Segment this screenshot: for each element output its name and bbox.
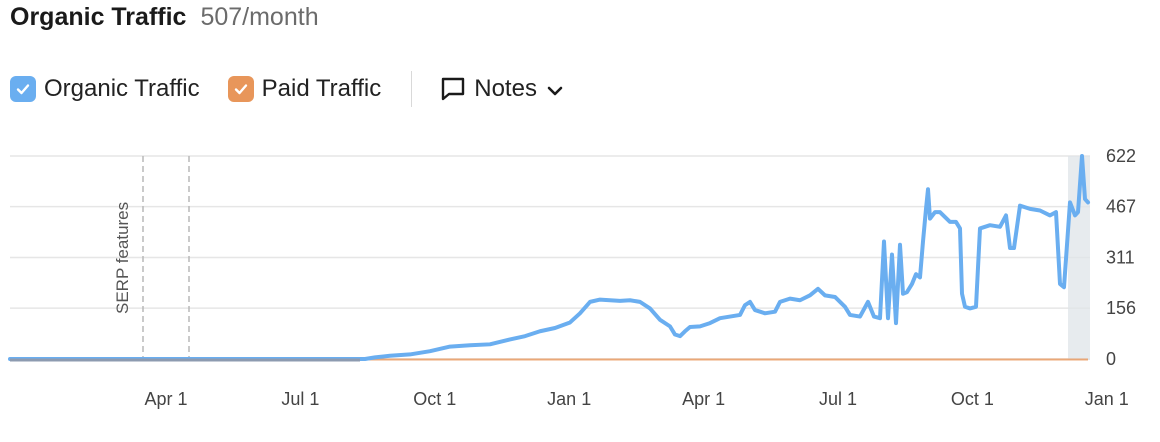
x-tick-label: Oct 1 (951, 389, 994, 409)
legend-organic-traffic[interactable]: Organic Traffic (10, 75, 200, 103)
x-tick-label: Jul 1 (819, 389, 857, 409)
legend-paid-traffic[interactable]: Paid Traffic (227, 75, 382, 103)
y-tick-label: 622 (1106, 146, 1136, 166)
traffic-chart: SERP features 622 467 311 156 0 Apr 1 Jul 1 Oc… (8, 146, 1136, 409)
x-tick-label: Oct 1 (413, 389, 456, 409)
legend-label: Organic Traffic (44, 75, 200, 102)
legend-label: Paid Traffic (261, 75, 382, 102)
notes-label: Notes (474, 75, 537, 102)
x-tick-label: Jan 1 (547, 389, 591, 409)
chart-legend: Organic Traffic Paid Traffic Notes (10, 70, 565, 108)
y-tick-label: 311 (1106, 248, 1135, 268)
x-tick-label: Apr 1 (144, 389, 187, 409)
y-tick-label: 467 (1106, 197, 1136, 217)
legend-divider (411, 71, 413, 107)
y-tick-label: 156 (1106, 298, 1136, 318)
organic-traffic-line (8, 154, 1090, 361)
x-tick-label: Apr 1 (682, 389, 725, 409)
chevron-down-icon (545, 77, 565, 101)
serp-annotation: SERP features (113, 202, 132, 314)
checkmark-icon (16, 84, 30, 95)
widget-header: Organic Traffic 507/month (10, 0, 319, 36)
x-tick-label: Jul 1 (281, 389, 319, 409)
y-tick-label: 0 (1106, 349, 1116, 369)
notes-dropdown[interactable]: Notes (440, 75, 565, 103)
x-tick-label: Jan 1 (1085, 389, 1129, 409)
widget-title: Organic Traffic (10, 3, 187, 31)
organic-traffic-checkbox[interactable] (10, 76, 36, 102)
traffic-value: 507/month (200, 3, 319, 31)
comment-icon (440, 76, 466, 102)
checkmark-icon (234, 84, 247, 95)
paid-traffic-checkbox[interactable] (227, 76, 254, 102)
